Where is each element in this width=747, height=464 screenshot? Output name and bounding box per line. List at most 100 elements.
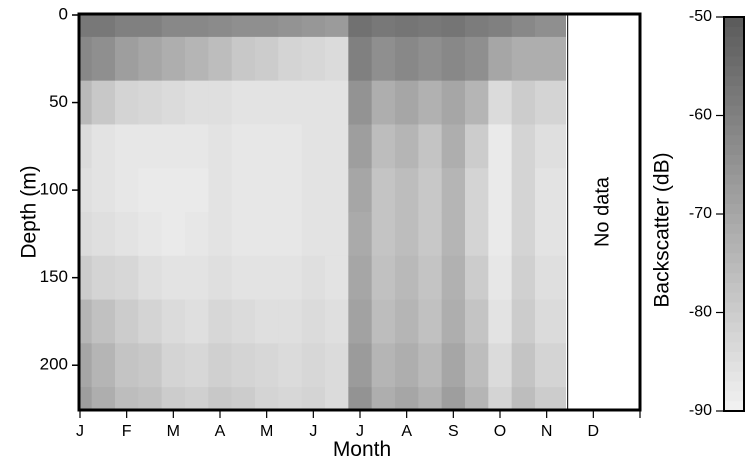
colorbar-band	[724, 361, 744, 373]
heatmap-cell	[511, 15, 536, 38]
colorbar-band	[724, 135, 744, 146]
no-data-region	[567, 14, 641, 410]
heatmap-cell	[371, 36, 396, 82]
colorbar-band	[724, 76, 744, 87]
heatmap-cell	[348, 80, 373, 125]
colorbar-band	[724, 115, 744, 126]
colorbar-band	[724, 154, 744, 166]
heatmap-cell	[231, 387, 256, 409]
heatmap-cell	[91, 36, 116, 82]
heatmap-cell	[255, 80, 279, 125]
colorbar	[724, 17, 744, 412]
heatmap-cell	[80, 255, 93, 301]
heatmap-cell	[535, 124, 566, 169]
colorbar-tick-label: -50	[689, 8, 712, 25]
colorbar-band	[724, 322, 744, 333]
heatmap-cell	[465, 124, 489, 169]
heatmap-cell	[255, 387, 279, 409]
x-tick-label: D	[588, 423, 600, 440]
heatmap-cell	[255, 343, 279, 388]
x-tick-label: F	[122, 423, 132, 440]
heatmap-cell	[395, 168, 419, 213]
heatmap-cell	[208, 15, 233, 38]
heatmap-cell	[395, 212, 419, 257]
heatmap-cell	[80, 15, 93, 38]
colorbar-band	[724, 233, 744, 245]
heatmap-cell	[278, 15, 303, 38]
y-tick-label: 100	[40, 180, 68, 199]
heatmap-cell	[465, 343, 489, 388]
heatmap-cell	[371, 80, 396, 125]
x-tick-label: N	[541, 423, 553, 440]
colorbar-band	[724, 26, 744, 38]
heatmap-cell	[465, 387, 489, 409]
colorbar-band	[724, 371, 744, 382]
colorbar-label: Backscatter (dB)	[651, 152, 674, 307]
x-tick-label: O	[494, 423, 506, 440]
heatmap-cell	[371, 124, 396, 169]
heatmap-cell	[348, 255, 373, 301]
colorbar-band	[724, 174, 744, 185]
heatmap-cell	[441, 15, 466, 38]
heatmap-cell	[348, 343, 373, 388]
heatmap-cell	[301, 299, 326, 344]
colorbar-band	[724, 253, 744, 264]
heatmap-cell	[161, 15, 186, 38]
heatmap-cell	[138, 36, 163, 82]
colorbar-band	[724, 332, 744, 343]
heatmap-cell	[371, 15, 396, 38]
colorbar-band	[724, 164, 744, 176]
heatmap-cell	[348, 36, 373, 82]
x-tick-label: S	[448, 423, 459, 440]
heatmap-cell	[511, 212, 536, 257]
heatmap-cell	[488, 15, 513, 38]
heatmap-cell	[278, 343, 303, 388]
heatmap-cell	[185, 36, 209, 82]
colorbar-tick-label: -80	[689, 304, 712, 321]
heatmap-cell	[511, 168, 536, 213]
heatmap-cell	[301, 15, 326, 38]
heatmap-cell	[115, 255, 139, 301]
colorbar-band	[724, 46, 744, 57]
heatmap-cell	[80, 124, 93, 169]
heatmap-cell	[91, 124, 116, 169]
heatmap-cell	[208, 343, 233, 388]
colorbar-band	[724, 105, 744, 116]
heatmap-cell	[91, 299, 116, 344]
heatmap-cell	[465, 15, 489, 38]
heatmap-cell	[255, 15, 279, 38]
heatmap-cell	[231, 124, 256, 169]
heatmap-cell	[441, 299, 466, 344]
heatmap-cell	[80, 343, 93, 388]
heatmap-cell	[441, 387, 466, 409]
heatmap-cell	[91, 343, 116, 388]
heatmap-cell	[511, 387, 536, 409]
heatmap-cell	[395, 15, 419, 38]
heatmap-cell	[371, 168, 396, 213]
heatmap-cell	[80, 387, 93, 409]
y-axis: 0 50 100 150 200	[40, 4, 79, 374]
heatmap-cell	[418, 255, 443, 301]
heatmap-cell	[301, 80, 326, 125]
heatmap-cell	[465, 212, 489, 257]
colorbar-band	[724, 85, 744, 97]
heatmap-cell	[231, 36, 256, 82]
heatmap-cell	[465, 168, 489, 213]
heatmap-cell	[465, 80, 489, 125]
heatmap-cell	[138, 15, 163, 38]
heatmap-cell	[488, 299, 513, 344]
heatmap-cell	[395, 36, 419, 82]
heatmap-cell	[418, 36, 443, 82]
heatmap-cell	[325, 168, 349, 213]
heatmap-cell	[325, 80, 349, 125]
heatmap-cell	[441, 255, 466, 301]
heatmap-cell	[80, 299, 93, 344]
heatmap-cell	[511, 36, 536, 82]
heatmap-cell	[418, 124, 443, 169]
heatmap-cell	[138, 212, 163, 257]
heatmap-cell	[395, 387, 419, 409]
heatmap-cell	[488, 387, 513, 409]
colorbar-band	[724, 302, 744, 313]
colorbar-band	[724, 342, 744, 353]
